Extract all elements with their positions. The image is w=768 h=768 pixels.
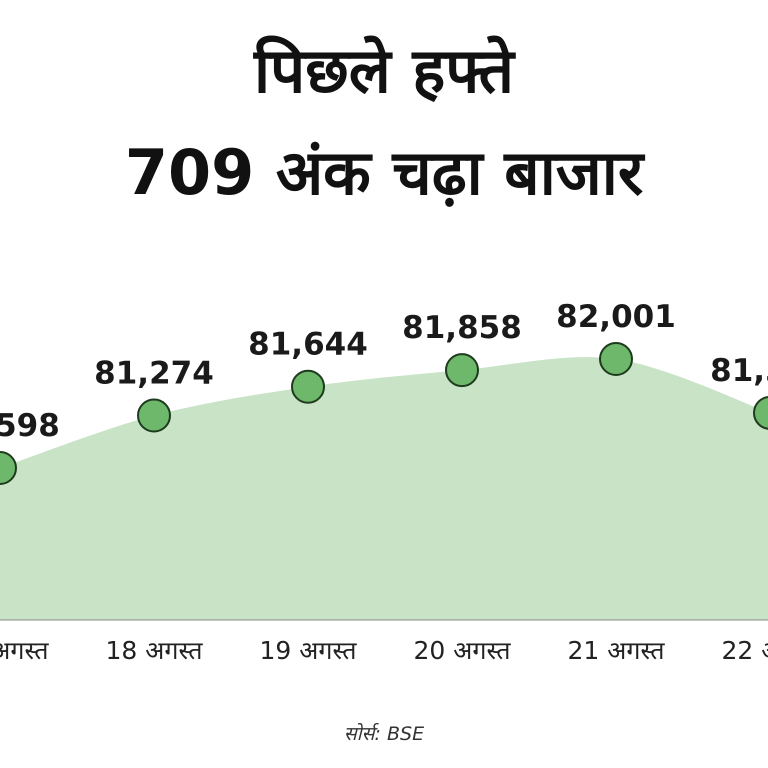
x-tick-label-5: 21 अगस्त (568, 636, 666, 665)
data-labels: 80,598 81,274 81,644 81,858 82,001 81,307 (0, 299, 768, 444)
data-point-5 (599, 342, 633, 376)
x-tick-label-6: 22 अगस्त (722, 636, 768, 665)
source-note: सोर्स: BSE (343, 723, 425, 745)
data-point-4 (445, 353, 479, 388)
x-tick-label-3: 19 अगस्त (260, 636, 358, 665)
data-point-6 (753, 396, 768, 430)
data-label-3: 81,644 (248, 327, 368, 363)
data-label-4: 81,858 (402, 310, 522, 346)
data-point-2 (137, 398, 171, 433)
data-label-6: 81,307 (710, 353, 768, 389)
x-tick-label-1: 17 अगस्त (0, 636, 49, 665)
data-label-1: 80,598 (0, 408, 60, 444)
data-label-5: 82,001 (556, 299, 676, 335)
data-point-1 (0, 451, 17, 485)
chart-title-line-2: 709 अंक चढ़ा बाजार (124, 136, 644, 209)
data-label-2: 81,274 (94, 355, 214, 391)
chart-title-line-1: पिछले हफ्ते (253, 34, 515, 107)
data-point-3 (291, 369, 325, 404)
area-fill (0, 357, 768, 620)
x-tick-label-2: 18 अगस्त (106, 636, 204, 665)
data-markers (0, 342, 768, 485)
x-tick-labels: 17 अगस्त 18 अगस्त 19 अगस्त 20 अगस्त 21 अगस्त… (0, 636, 768, 665)
x-tick-label-4: 20 अगस्त (414, 636, 512, 665)
